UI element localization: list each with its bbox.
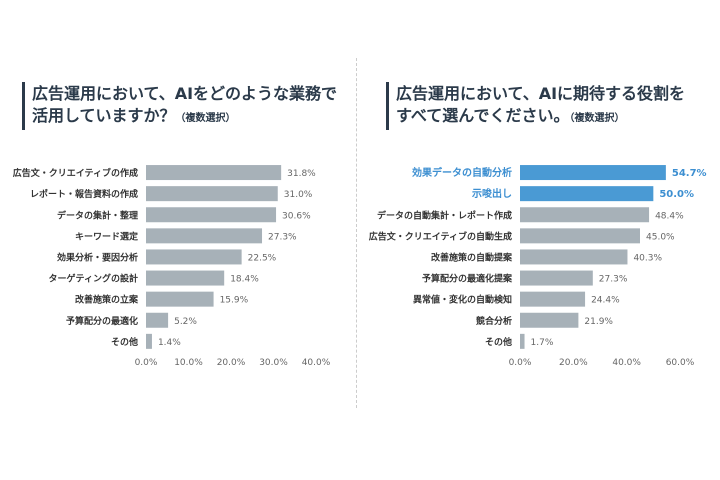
data-label: 24.4%: [591, 296, 620, 306]
category-label: データの集計・整理: [57, 209, 138, 221]
chart-title-note: （複数選択）: [569, 113, 625, 124]
data-label: 40.3%: [633, 253, 662, 263]
category-label: 効果分析・要因分析: [57, 251, 138, 263]
chart-panel-ai-expectations: 広告運用において、AIに期待する役割を すべて選んでください。（複数選択） 効果…: [360, 0, 720, 480]
tick-label: 20.0%: [217, 358, 246, 368]
bar: [520, 249, 628, 265]
chart-title: 広告運用において、AIに期待する役割を すべて選んでください。（複数選択）: [396, 83, 685, 130]
title-accent-bar: [386, 82, 389, 130]
tick-label: 0.0%: [135, 358, 158, 368]
chart-title-line1: 広告運用において、AIをどのような業務で: [32, 84, 338, 103]
bar: [146, 333, 152, 349]
bar-chart-ai-expectations: 効果データの自動分析 54.7% 示唆出し 50.0% データの自動集計・レポート作成 4…: [369, 165, 707, 368]
tick-label: 10.0%: [174, 358, 203, 368]
chart-title-line1: 広告運用において、AIに期待する役割を: [396, 84, 686, 103]
chart-title: 広告運用において、AIをどのような業務で 活用していますか？（複数選択）: [32, 83, 337, 130]
bar: [520, 207, 650, 223]
category-label: 改善施策の自動提案: [431, 251, 513, 263]
panel-divider: [356, 58, 357, 408]
data-label: 48.4%: [655, 211, 684, 221]
category-label: 広告文・クリエイティブの作成: [13, 167, 138, 179]
category-label: 異常値・変化の自動検知: [413, 294, 512, 306]
tick-label: 0.0%: [509, 358, 532, 368]
data-label: 5.2%: [174, 317, 197, 327]
data-label: 27.3%: [599, 275, 628, 285]
data-label: 1.7%: [531, 338, 554, 348]
category-label: 広告文・クリエイティブの自動生成: [369, 230, 512, 242]
bar: [146, 165, 282, 181]
category-label: ターゲティングの設計: [49, 273, 138, 285]
bar: [146, 291, 214, 307]
bar: [146, 186, 278, 202]
data-label: 30.6%: [282, 211, 311, 221]
data-label: 1.4%: [158, 338, 181, 348]
plot-area: 広告文・クリエイティブの作成 31.8% レポート・報告資料の作成 31.0% データの…: [13, 165, 331, 368]
data-label: 50.0%: [659, 189, 694, 200]
data-label: 18.4%: [230, 275, 259, 285]
bar: [520, 165, 666, 181]
bar-chart-ai-usage: 広告文・クリエイティブの作成 31.8% レポート・報告資料の作成 31.0% データの…: [13, 165, 331, 368]
data-label: 54.7%: [672, 168, 707, 179]
category-label: 予算配分の最適化提案: [422, 273, 513, 285]
chart-title-note: （複数選択）: [175, 113, 236, 124]
title-accent-bar: [22, 82, 25, 130]
category-label: 改善施策の立案: [75, 294, 139, 306]
chart-panel-ai-usage: 広告運用において、AIをどのような業務で 活用していますか？（複数選択） 広告文…: [13, 82, 337, 368]
category-label: その他: [111, 336, 138, 348]
tick-label: 60.0%: [666, 358, 695, 368]
bar: [146, 249, 242, 265]
data-label: 31.8%: [287, 169, 316, 179]
category-label: 競合分析: [476, 315, 512, 327]
category-label: データの自動集計・レポート作成: [377, 209, 512, 221]
category-label: 予算配分の最適化: [66, 315, 138, 327]
data-label: 15.9%: [220, 296, 249, 306]
bar: [520, 270, 593, 286]
bar: [146, 228, 263, 244]
tick-label: 40.0%: [302, 358, 331, 368]
bar: [520, 333, 525, 349]
bar: [146, 270, 225, 286]
data-label: 22.5%: [248, 253, 277, 263]
bar: [520, 312, 579, 328]
chart-title-line2: 活用していますか？: [32, 106, 176, 125]
plot-area: 効果データの自動分析 54.7% 示唆出し 50.0% データの自動集計・レポート作成 4…: [369, 165, 707, 368]
category-label: レポート・報告資料の作成: [30, 188, 138, 200]
tick-label: 20.0%: [559, 358, 588, 368]
category-label: キーワード選定: [75, 230, 139, 242]
category-label: 効果データの自動分析: [412, 166, 512, 179]
category-label: 示唆出し: [472, 187, 512, 200]
tick-label: 30.0%: [259, 358, 288, 368]
bar: [520, 186, 654, 202]
data-label: 45.0%: [646, 232, 675, 242]
category-label: その他: [485, 336, 512, 348]
bar: [146, 312, 169, 328]
tick-label: 40.0%: [612, 358, 641, 368]
data-label: 31.0%: [284, 190, 313, 200]
bar: [146, 207, 277, 223]
chart-title-line2: すべて選んでください。: [396, 106, 570, 125]
data-label: 27.3%: [268, 232, 297, 242]
bar: [520, 291, 586, 307]
bar: [520, 228, 640, 244]
data-label: 21.9%: [584, 317, 613, 327]
